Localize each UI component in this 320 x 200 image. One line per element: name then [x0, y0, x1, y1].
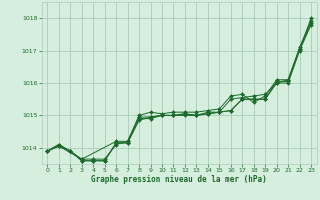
X-axis label: Graphe pression niveau de la mer (hPa): Graphe pression niveau de la mer (hPa) — [91, 175, 267, 184]
